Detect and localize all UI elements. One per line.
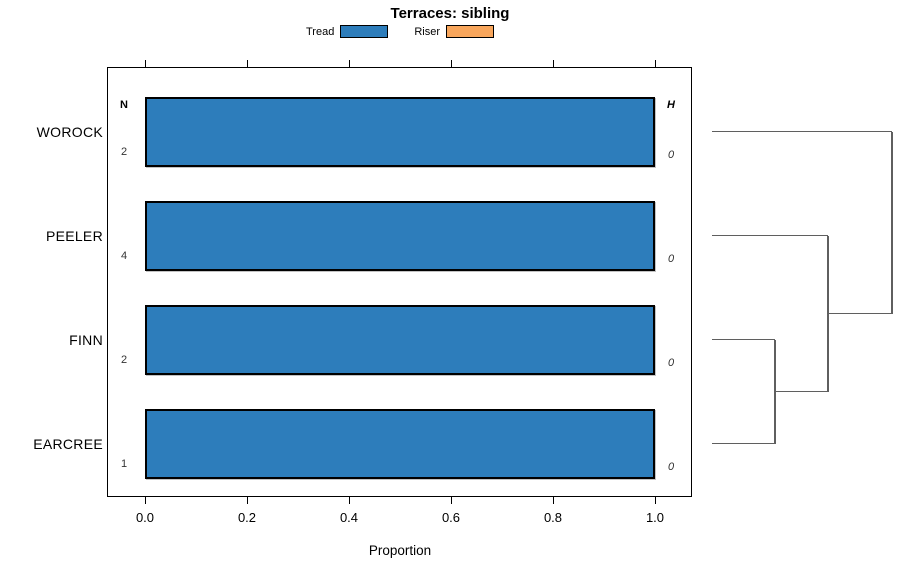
legend-label-riser: Riser (414, 25, 440, 38)
x-tick-label: 0.2 (237, 510, 257, 525)
dendrogram-branch (712, 234, 829, 237)
proportion-bar (145, 304, 655, 375)
legend-label-tread: Tread (306, 25, 335, 38)
dendrogram-branch (712, 130, 892, 133)
h-value: 0 (667, 356, 675, 369)
n-value: 2 (120, 353, 128, 366)
proportion-bar (145, 408, 655, 479)
x-tick-label: 0.6 (441, 510, 461, 525)
category-label: PEELER (45, 227, 103, 244)
x-tick-top (451, 60, 452, 67)
x-tick-top (349, 60, 350, 67)
x-tick-bottom (451, 497, 452, 504)
x-tick-label: 0.4 (339, 510, 359, 525)
h-column-header: H (667, 98, 675, 111)
x-tick-bottom (655, 497, 656, 504)
n-column-header: N (120, 98, 128, 111)
category-label: FINN (69, 331, 103, 348)
h-value: 0 (667, 252, 675, 265)
x-tick-top (247, 60, 248, 67)
category-label: WOROCK (36, 123, 103, 140)
x-tick-label: 0.0 (135, 510, 155, 525)
legend-item-tread: Tread (306, 25, 389, 38)
chart-title: Terraces: sibling (390, 5, 510, 22)
n-value: 4 (120, 249, 128, 262)
category-label: EARCREE (33, 435, 103, 452)
legend-swatch-tread (340, 25, 389, 38)
x-tick-label: 0.8 (543, 510, 563, 525)
legend-item-riser: Riser (414, 25, 494, 38)
x-tick-top (655, 60, 656, 67)
bar-segment-tread (147, 98, 653, 165)
x-tick-label: 1.0 (645, 510, 665, 525)
x-tick-top (553, 60, 554, 67)
legend: Tread Riser (0, 25, 800, 38)
proportion-bar (145, 96, 655, 167)
n-value: 1 (120, 457, 128, 470)
dendrogram-branch (775, 390, 829, 393)
n-value: 2 (120, 145, 128, 158)
bar-segment-tread (147, 306, 653, 373)
proportion-bar (145, 200, 655, 271)
h-value: 0 (667, 148, 675, 161)
bar-segment-tread (147, 202, 653, 269)
x-tick-bottom (349, 497, 350, 504)
h-value: 0 (667, 460, 675, 473)
x-tick-top (145, 60, 146, 67)
bar-segment-tread (147, 410, 653, 477)
plot-area-border (107, 67, 692, 497)
x-axis-label: Proportion (368, 543, 432, 558)
x-tick-bottom (247, 497, 248, 504)
dendrogram-branch (828, 312, 892, 315)
dendrogram-branch (712, 338, 775, 341)
legend-swatch-riser (446, 25, 494, 38)
x-tick-bottom (145, 497, 146, 504)
dendrogram-branch (712, 442, 775, 445)
dendrogram-join (891, 131, 893, 314)
x-tick-bottom (553, 497, 554, 504)
